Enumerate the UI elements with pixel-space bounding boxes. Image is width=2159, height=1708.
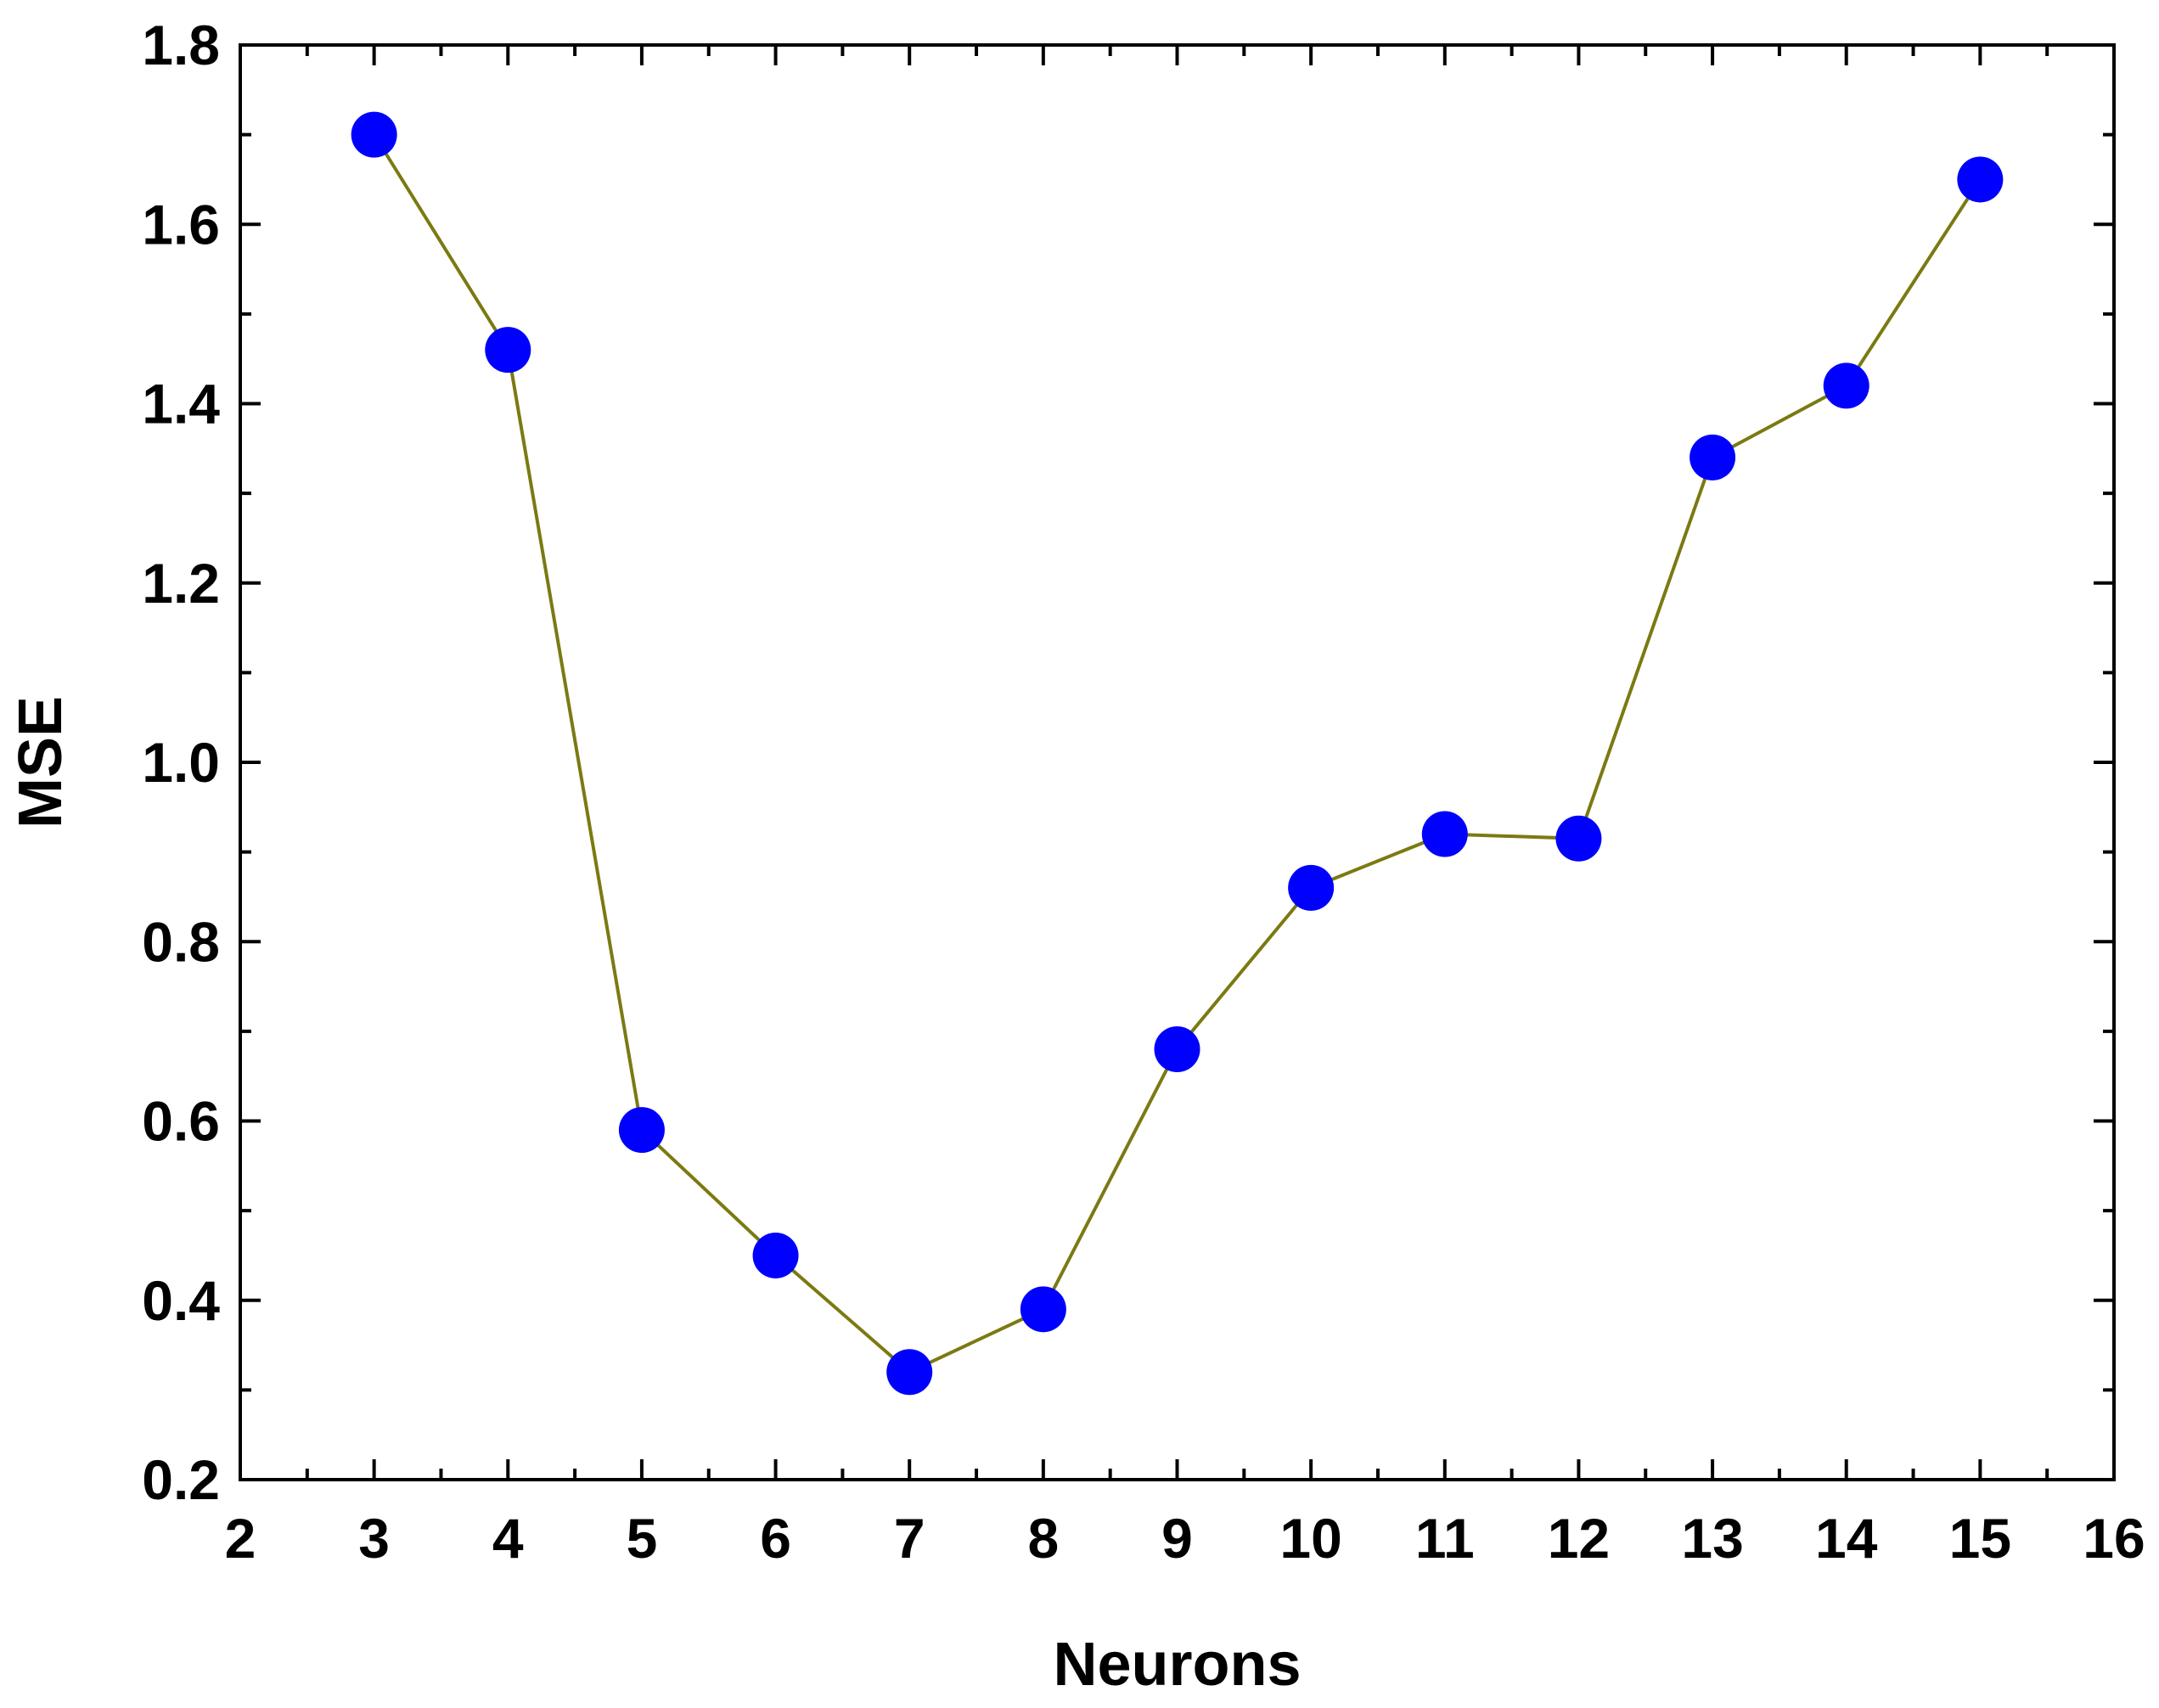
x-tick-label: 14 bbox=[1815, 1507, 1878, 1570]
x-axis-label: Neurons bbox=[1053, 1631, 1301, 1699]
x-tick-label: 16 bbox=[2083, 1507, 2145, 1570]
data-point bbox=[485, 327, 531, 374]
data-point bbox=[1154, 1026, 1200, 1072]
x-tick-label: 12 bbox=[1548, 1507, 1610, 1570]
series-line bbox=[372, 133, 1982, 1374]
data-point bbox=[1690, 434, 1736, 480]
x-tick-label: 2 bbox=[225, 1507, 256, 1570]
data-point bbox=[886, 1349, 933, 1396]
y-tick-label: 0.6 bbox=[142, 1090, 220, 1153]
x-tick-label: 9 bbox=[1161, 1507, 1193, 1570]
tick-labels: 2 3 4 5 6 7 8 9 10 11 12 13 14 15 16 0.2 0.4 0.6 0.8 1.0 1.2… bbox=[142, 14, 2145, 1570]
data-point bbox=[1421, 811, 1468, 857]
data-point bbox=[1823, 362, 1869, 409]
y-axis-label: MSE bbox=[7, 696, 75, 829]
data-point bbox=[1020, 1286, 1066, 1333]
data-point bbox=[618, 1107, 665, 1154]
y-tick-label: 1.8 bbox=[142, 14, 220, 76]
x-tick-label: 8 bbox=[1027, 1507, 1059, 1570]
y-tick-label: 0.4 bbox=[142, 1269, 220, 1332]
x-tick-label: 11 bbox=[1415, 1507, 1475, 1570]
y-tick-label: 0.8 bbox=[142, 910, 220, 973]
x-tick-label: 13 bbox=[1681, 1507, 1743, 1570]
y-tick-label: 1.2 bbox=[142, 552, 220, 615]
y-tick-label: 0.2 bbox=[142, 1448, 220, 1511]
x-tick-label: 10 bbox=[1279, 1507, 1341, 1570]
y-tick-label: 1.4 bbox=[142, 373, 220, 435]
plot-area-frame bbox=[239, 43, 2116, 1481]
x-tick-label: 3 bbox=[358, 1507, 390, 1570]
y-tick-label: 1.0 bbox=[142, 731, 220, 794]
x-tick-label: 4 bbox=[492, 1507, 524, 1570]
y-tick-label: 1.6 bbox=[142, 193, 220, 256]
data-point bbox=[1957, 156, 2004, 203]
axis-ticks bbox=[239, 43, 2116, 1481]
data-point bbox=[1555, 815, 1602, 862]
data-point bbox=[752, 1232, 799, 1278]
data-point bbox=[351, 111, 397, 158]
x-tick-label: 6 bbox=[760, 1507, 791, 1570]
x-tick-label: 7 bbox=[894, 1507, 925, 1570]
x-tick-label: 5 bbox=[627, 1507, 658, 1570]
x-tick-label: 15 bbox=[1949, 1507, 2011, 1570]
data-series bbox=[351, 111, 2004, 1396]
data-point bbox=[1288, 864, 1335, 911]
